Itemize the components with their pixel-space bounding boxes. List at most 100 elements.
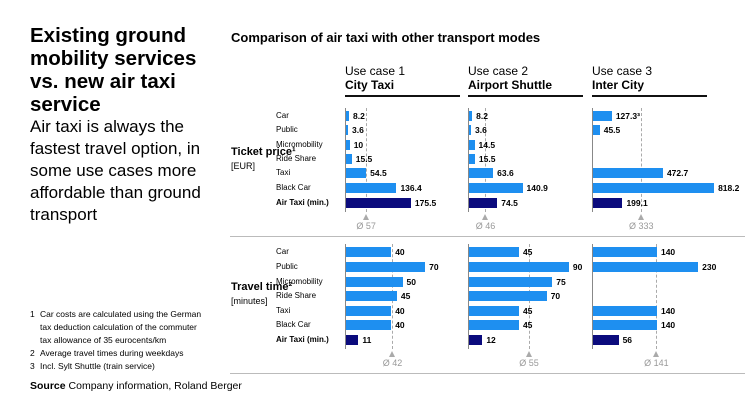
axis-line xyxy=(592,108,593,212)
value-label: 472.7 xyxy=(666,167,689,178)
bar xyxy=(593,125,600,135)
use-case-header: Use case 2 Airport Shuttle xyxy=(468,64,583,97)
footnote-number: 3 xyxy=(30,361,35,371)
source-note: Source Company information, Roland Berge… xyxy=(30,380,242,392)
value-label: 3.6 xyxy=(352,124,364,135)
category-label: Black Car xyxy=(276,320,311,329)
use-case-label: Use case 2 xyxy=(468,64,529,78)
axis-line xyxy=(345,108,346,212)
bar xyxy=(346,277,403,287)
panel-title: Travel time² [minutes] xyxy=(231,280,292,308)
bar xyxy=(593,306,657,316)
air-taxi-bar xyxy=(593,198,623,208)
axis-line xyxy=(592,244,593,349)
bar xyxy=(469,306,519,316)
value-label: 56 xyxy=(622,334,633,345)
average-label: Ø 55 xyxy=(519,358,539,368)
divider xyxy=(230,236,745,237)
average-line xyxy=(641,108,643,212)
value-label: 50 xyxy=(406,276,416,287)
value-label: 12 xyxy=(486,334,496,345)
use-case-label: Use case 3 xyxy=(592,64,653,78)
average-label: Ø 333 xyxy=(629,221,654,231)
footnote-text: Car costs are calculated using the Germa… xyxy=(40,309,202,319)
value-label: 140.9 xyxy=(526,182,548,193)
subheadline: Air taxi is always the fastest travel op… xyxy=(30,117,201,224)
value-label: 10 xyxy=(353,139,364,150)
average-line xyxy=(366,108,368,212)
category-label: Air Taxi (min.) xyxy=(276,198,329,207)
value-label: 230 xyxy=(702,261,717,272)
bar xyxy=(469,320,519,330)
bar xyxy=(469,154,475,164)
footnote-text: Average travel times during weekdays xyxy=(40,348,184,358)
value-label: 40 xyxy=(395,246,405,257)
bar xyxy=(469,277,553,287)
footnote-text: tax deduction calculation of the commute… xyxy=(40,322,197,332)
use-case-name: City Taxi xyxy=(345,78,395,92)
value-label: 63.6 xyxy=(497,167,514,178)
value-label: 45 xyxy=(522,246,533,257)
average-label: Ø 42 xyxy=(382,358,403,368)
use-case-header: Use case 3 Inter City xyxy=(592,64,707,97)
category-label: Black Car xyxy=(276,183,311,192)
category-label: Micromobility xyxy=(276,140,323,149)
use-case-name: Airport Shuttle xyxy=(468,78,552,92)
average-marker-icon xyxy=(653,351,660,357)
bar xyxy=(593,247,657,257)
average-label: Ø 46 xyxy=(475,221,496,231)
value-label: 8.2 xyxy=(353,110,365,121)
category-label: Taxi xyxy=(276,306,291,315)
value-label: 45 xyxy=(400,290,411,301)
value-label: 75 xyxy=(556,276,566,287)
value-label: 199.1 xyxy=(626,197,648,208)
air-taxi-bar xyxy=(469,198,498,208)
panel-title-text: Travel time² xyxy=(231,281,293,293)
bar xyxy=(346,247,392,257)
average-marker-icon xyxy=(482,214,489,220)
value-label: 70 xyxy=(550,290,561,301)
panel-title-text: Ticket price¹ xyxy=(231,146,296,158)
use-case-label: Use case 1 xyxy=(345,64,406,78)
value-label: 54.5 xyxy=(370,167,387,178)
bar xyxy=(593,320,657,330)
value-label: 15.5 xyxy=(478,153,496,164)
category-label: Micromobility xyxy=(276,277,323,286)
value-label: 45 xyxy=(522,319,533,330)
footnote-number: 2 xyxy=(30,348,35,358)
average-marker-icon xyxy=(389,351,396,357)
value-label: 45.5 xyxy=(603,124,621,135)
bar xyxy=(346,291,397,301)
value-label: 136.4 xyxy=(400,182,422,193)
value-label: 90 xyxy=(572,261,583,272)
average-line xyxy=(485,108,487,212)
average-label: Ø 57 xyxy=(356,221,376,231)
value-label: 15.5 xyxy=(355,153,373,164)
bar xyxy=(469,168,494,178)
bar xyxy=(593,262,699,272)
average-marker-icon xyxy=(638,214,645,220)
bar xyxy=(593,111,612,121)
value-label: 40 xyxy=(395,305,405,316)
use-case-name: Inter City xyxy=(592,78,645,92)
value-label: 140 xyxy=(660,246,676,257)
divider xyxy=(230,373,745,374)
value-label: 45 xyxy=(522,305,533,316)
axis-line xyxy=(468,108,469,212)
bar xyxy=(346,168,367,178)
bar xyxy=(346,111,350,121)
bar xyxy=(469,262,569,272)
category-label: Car xyxy=(276,247,289,256)
category-label: Public xyxy=(276,125,298,134)
category-label: Car xyxy=(276,111,289,120)
source-text: Company information, Roland Berger xyxy=(68,380,242,392)
footnote-text: Incl. Sylt Shuttle (train service) xyxy=(40,361,155,371)
axis-line xyxy=(468,244,469,349)
bar xyxy=(346,125,348,135)
panel-unit: [EUR] xyxy=(231,161,256,171)
use-case-header: Use case 1 City Taxi xyxy=(345,64,460,97)
bar xyxy=(469,111,473,121)
bar xyxy=(469,291,547,301)
average-marker-icon xyxy=(363,214,370,220)
bar xyxy=(346,262,426,272)
